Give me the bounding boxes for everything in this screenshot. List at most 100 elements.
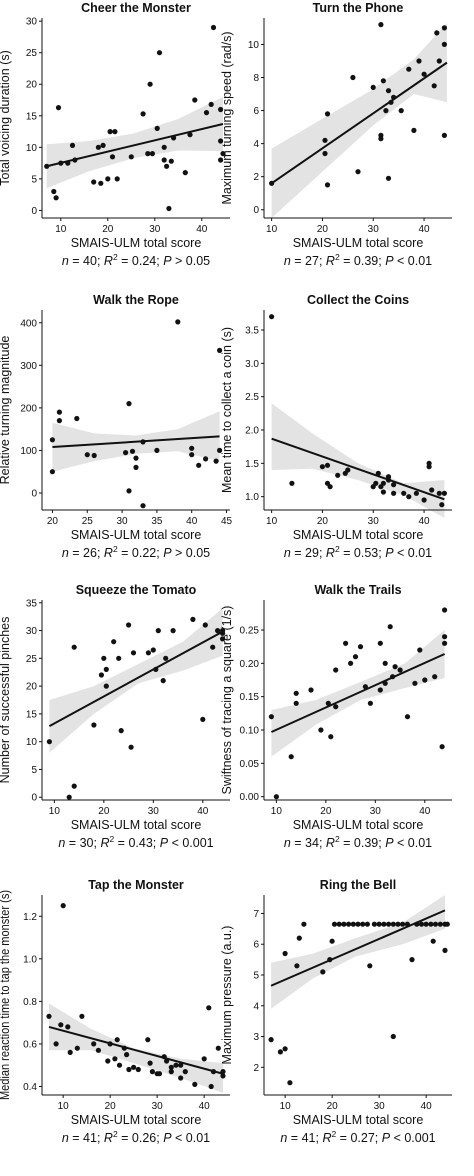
data-point [324,182,331,188]
data-point [91,722,97,728]
y-tick-label: 30 [26,17,38,28]
y-tick-label: 0.10 [240,726,260,737]
data-point [400,921,406,927]
data-point [145,151,151,157]
data-point [149,151,155,157]
data-point [371,921,377,927]
y-axis-label: Maximum turning speed (rad/s) [220,32,234,205]
data-point [335,472,341,478]
data-point [373,480,379,486]
data-point [390,1033,396,1040]
x-axis-label: SMAIS-ULM total score [71,818,202,832]
data-point [178,1062,184,1068]
x-tick-label: 40 [186,516,198,527]
data-point [140,439,146,445]
panel-title: Turn the Phone [313,1,404,15]
x-tick-label: 30 [374,1101,386,1112]
data-point [378,136,384,142]
data-point [126,401,132,407]
confidence-band [271,23,447,218]
data-point [100,142,106,148]
data-point [166,205,172,212]
data-point [432,921,439,927]
data-point [105,1058,111,1064]
data-point [114,176,120,182]
data-point [200,716,206,723]
x-tick-label: 40 [418,516,430,527]
data-point [409,957,415,963]
data-point [350,921,356,927]
y-tick-label: 0 [253,205,259,216]
data-point [95,144,101,150]
data-point [387,624,393,630]
data-point [160,678,166,684]
data-point [432,674,438,680]
data-point [406,66,412,72]
y-tick-label: 0 [31,793,37,804]
data-point [391,490,397,496]
data-point [401,490,407,496]
x-tick-label: 40 [199,1101,211,1112]
y-tick-label: 0.25 [240,626,260,637]
data-point [95,1047,101,1053]
x-tick-label: 10 [280,1101,292,1112]
data-point [101,655,107,661]
data-point [277,1049,283,1055]
data-point [218,106,224,113]
y-axis-label: Number of successful pinches [0,617,12,784]
y-axis-label: Mean time to collect a coin (s) [220,327,234,493]
x-tick-label: 20 [105,1101,117,1112]
y-tick-label: 0 [31,488,37,499]
data-point [288,754,294,760]
data-point [282,1046,288,1052]
data-point [414,921,420,927]
y-tick-label: 15 [26,709,38,720]
data-point [375,470,381,476]
data-point [156,50,163,56]
x-tick-label: 40 [418,224,430,235]
y-tick-label: 2.0 [245,426,259,437]
data-point [210,1069,217,1075]
data-point [155,628,161,634]
data-point [126,1066,132,1073]
y-tick-label: 100 [20,446,37,457]
data-point [442,947,448,954]
data-point [218,138,224,144]
confidence-band [49,1003,223,1093]
data-point [58,1022,64,1028]
data-point [58,160,64,166]
x-tick-label: 40 [421,1101,433,1112]
y-tick-label: 2.5 [245,392,259,403]
data-point [103,683,109,689]
panel-title: Walk the Trails [314,583,401,597]
y-tick-label: 25 [26,654,38,665]
stats-line: n = 40; R2 = 0.24; P > 0.05 [62,252,210,268]
data-point [220,636,226,642]
data-point [170,628,176,634]
data-point [346,921,352,927]
stat-value: 40 [83,254,97,268]
data-point [79,1013,85,1019]
y-tick-label: 20 [26,682,38,693]
data-point [187,132,193,138]
data-point [220,151,226,157]
x-tick-label: 10 [266,516,278,527]
data-point [416,58,422,64]
data-point [129,448,136,454]
x-tick-label: 30 [368,516,380,527]
data-point [91,179,97,185]
y-axis-label: Maximum pressure (a.u.) [220,926,234,1065]
data-point [116,1062,123,1068]
stat-value: 0.53 [354,546,378,560]
data-point [377,640,383,646]
data-point [111,639,117,645]
y-tick-label: 6 [253,940,259,951]
y-axis-label: Swiftness of tracing a square (1/s) [220,606,234,795]
data-point [436,490,442,496]
data-point [91,1041,97,1047]
data-point [324,462,331,468]
data-point [441,25,447,31]
stat-value: 41 [83,1131,97,1145]
y-tick-label: 0.00 [240,792,260,803]
data-point [210,24,217,31]
